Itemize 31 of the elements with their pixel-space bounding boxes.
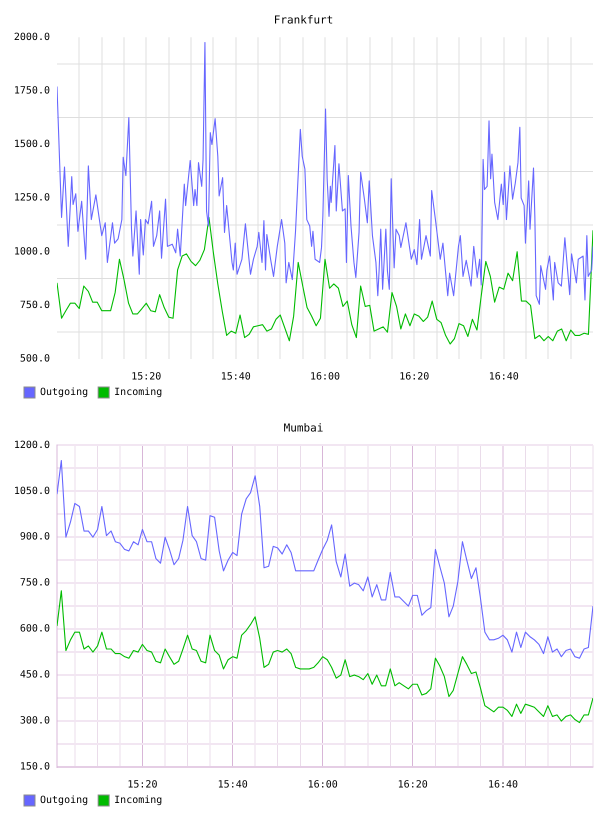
legend-label: Incoming	[114, 387, 162, 398]
legend-label: Incoming	[114, 795, 162, 806]
chart-title: Frankfurt	[274, 13, 334, 26]
legend-label: Outgoing	[40, 795, 88, 806]
y-tick-label: 1500.0	[14, 139, 50, 150]
y-tick-label: 300.0	[20, 716, 50, 727]
y-tick-label: 500.0	[20, 354, 50, 365]
y-tick-label: 600.0	[20, 624, 50, 635]
y-tick-label: 750.0	[20, 300, 50, 311]
y-tick-label: 450.0	[20, 670, 50, 681]
y-tick-label: 900.0	[20, 532, 50, 543]
x-tick-label: 15:40	[220, 372, 251, 383]
x-tick-label: 16:00	[310, 372, 340, 383]
y-tick-label: 1200.0	[14, 440, 50, 451]
x-tick-label: 16:00	[308, 780, 338, 791]
x-tick-label: 16:40	[488, 780, 518, 791]
y-tick-label: 750.0	[20, 578, 50, 589]
x-tick-label: 15:20	[127, 780, 158, 791]
y-tick-label: 1750.0	[14, 85, 50, 96]
y-tick-label: 1000.0	[14, 246, 50, 258]
x-tick-label: 15:20	[131, 372, 162, 383]
y-tick-label: 1250.0	[14, 192, 50, 204]
x-tick-label: 16:40	[488, 372, 519, 383]
y-tick-label: 2000.0	[14, 32, 50, 43]
chart-title: Mumbai	[284, 421, 324, 434]
x-tick-label: 16:20	[398, 780, 428, 791]
y-tick-label: 150.0	[20, 762, 50, 773]
y-tick-label: 1050.0	[14, 486, 50, 497]
x-tick-label: 15:40	[218, 780, 248, 791]
legend-label: Outgoing	[40, 387, 88, 398]
x-tick-label: 16:20	[399, 372, 430, 383]
